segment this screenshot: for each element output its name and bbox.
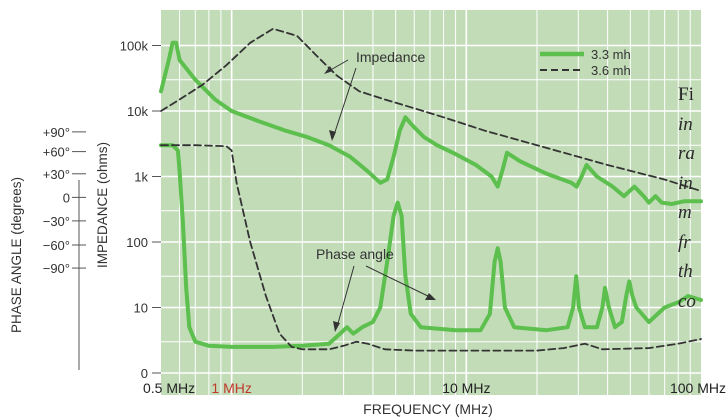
phase-tick-label: +60° bbox=[43, 145, 70, 160]
plot-background bbox=[161, 10, 701, 395]
legend-label-3-6mh: 3.6 mh bbox=[591, 63, 631, 78]
phase-tick-label: −60° bbox=[43, 238, 70, 253]
phase-annotation: Phase angle bbox=[316, 246, 436, 332]
caption-line: in bbox=[678, 113, 693, 135]
impedance-arrowhead-right bbox=[329, 130, 336, 141]
figure-caption: Fi in ra in m fr th co bbox=[678, 80, 728, 316]
phase-tick-label: 0 bbox=[63, 190, 70, 205]
phase-arrow-right bbox=[365, 265, 433, 299]
impedance-arrowhead-left bbox=[324, 66, 333, 74]
phase-arrowhead-right bbox=[425, 293, 436, 300]
phase-arrowhead-left bbox=[333, 321, 340, 332]
y-axis-label-impedance: IMPEDANCE (ohms) bbox=[95, 142, 110, 268]
x-axis-label: FREQUENCY (MHz) bbox=[363, 401, 493, 417]
series-impedance-3-3-mh bbox=[159, 40, 703, 206]
phase-arrow-left bbox=[336, 265, 355, 328]
x-tick-label: 1 MHz bbox=[211, 380, 251, 396]
caption-line: in bbox=[678, 172, 693, 194]
phase-axis: +90° +60° +30° 0 −30° −60° −90° bbox=[43, 125, 86, 370]
impedance-arrow-right bbox=[332, 67, 357, 139]
legend: 3.3 mh 3.6 mh bbox=[540, 47, 631, 78]
series-layer bbox=[159, 27, 703, 352]
phase-annotation-label: Phase angle bbox=[316, 246, 394, 262]
phase-tick-label: −90° bbox=[43, 261, 70, 276]
series-phase-3-3-mh bbox=[159, 143, 703, 349]
frequency-tick-labels: 0.5 MHz 1 MHz 10 MHz 100 MHz bbox=[143, 380, 726, 396]
caption-line: m bbox=[678, 202, 692, 223]
phase-tick-label: −30° bbox=[43, 214, 70, 229]
y-tick-label: 10k bbox=[127, 104, 148, 119]
y-tick-label: 100 bbox=[126, 235, 148, 250]
caption-line: fr bbox=[678, 231, 691, 253]
legend-label-3-3mh: 3.3 mh bbox=[591, 47, 631, 62]
impedance-annotation-label: Impedance bbox=[356, 49, 425, 65]
series-phase-3-6-mh bbox=[160, 144, 702, 352]
phase-tick-label: +90° bbox=[43, 125, 70, 140]
x-tick-label: 0.5 MHz bbox=[143, 380, 195, 396]
phase-tick-label: +30° bbox=[43, 167, 70, 182]
y-axis-label-phase: PHASE ANGLE (degrees) bbox=[9, 177, 24, 333]
y-tick-label: 10 bbox=[134, 301, 148, 316]
x-tick-label: 10 MHz bbox=[442, 380, 490, 396]
caption-line: ra bbox=[678, 143, 695, 164]
caption-line: co bbox=[678, 290, 696, 312]
caption-line: Fi bbox=[678, 84, 694, 105]
y-tick-label: 1k bbox=[134, 170, 148, 185]
x-tick-label: 100 MHz bbox=[670, 380, 726, 396]
series-impedance-3-6-mh bbox=[160, 27, 702, 192]
impedance-annotation: Impedance bbox=[324, 49, 425, 141]
y-tick-label: 100k bbox=[120, 39, 149, 54]
caption-line: th bbox=[678, 261, 693, 282]
y-tick-label: 0 bbox=[141, 366, 148, 381]
